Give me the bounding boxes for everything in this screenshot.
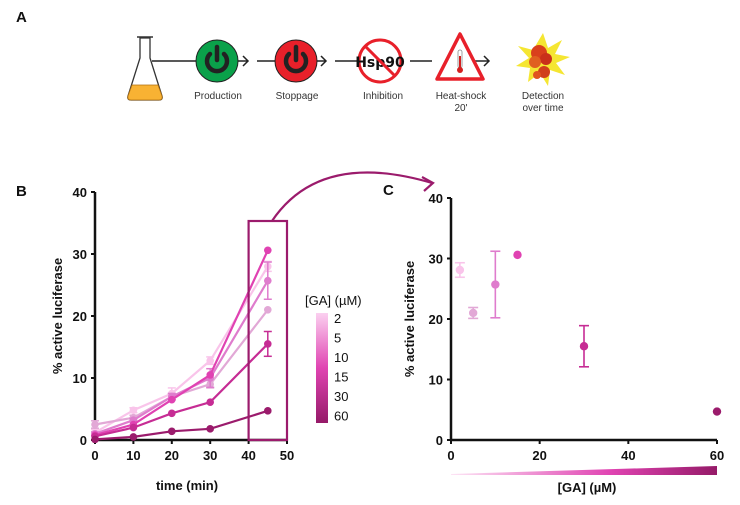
chart-c: 0 10 20 30 40 0 20 40 60 [GA] (µM) % active lucife…	[402, 191, 724, 495]
data-point-10	[264, 276, 272, 285]
panel-label-c: C	[383, 182, 394, 199]
step-label-inhibition: Inhibition	[363, 91, 403, 102]
hsp90-prohibited-icon: Hsp90	[355, 38, 405, 84]
x-tick-label: 40	[241, 448, 255, 463]
flask-icon	[127, 36, 163, 101]
power-red-icon	[274, 39, 318, 83]
legend-label-2: 2	[334, 311, 341, 326]
x-tick-label: 0	[91, 448, 98, 463]
y-tick-label: 10	[429, 373, 443, 388]
step-label-heat-shock-duration: 20'	[454, 103, 467, 114]
x-tick-label: 20	[532, 448, 546, 463]
legend-color-bar	[316, 313, 328, 423]
y-tick-label: 20	[73, 309, 87, 324]
x-tick-label: 0	[447, 448, 454, 463]
workflow-diagram: Hsp90 Production Stoppage Inhibition Hea…	[127, 32, 570, 114]
data-point-15	[168, 395, 176, 404]
data-point-30	[168, 409, 176, 418]
step-label-detection: Detection	[522, 91, 564, 102]
step-label-heat-shock: Heat-shock	[436, 91, 488, 102]
legend-label-5: 5	[334, 331, 341, 346]
x-tick-label: 20	[165, 448, 179, 463]
series-line-2	[94, 265, 269, 434]
data-point-2	[455, 265, 465, 275]
x-tick-label: 10	[126, 448, 140, 463]
y-tick-label: 0	[80, 433, 87, 448]
zoom-connector-arrow	[271, 171, 435, 222]
thermometer-warning-icon	[435, 32, 485, 81]
x-axis-label: [GA] (µM)	[558, 480, 617, 495]
x-tick-label: 60	[710, 448, 724, 463]
legend-label-15: 15	[334, 370, 348, 385]
data-point-15	[513, 250, 522, 260]
data-point-30	[129, 423, 138, 432]
y-axis-label: % active luciferase	[50, 258, 65, 374]
data-point-60	[206, 425, 214, 433]
data-point-30	[206, 398, 214, 406]
data-point-5	[264, 306, 272, 314]
y-tick-label: 30	[429, 252, 443, 267]
data-point-60	[129, 433, 138, 441]
y-tick-label: 10	[73, 371, 87, 386]
legend-label-60: 60	[334, 409, 348, 424]
step-label-production: Production	[194, 91, 242, 102]
x-tick-label: 30	[203, 448, 217, 463]
data-point-60	[168, 427, 176, 436]
data-point-10	[491, 280, 500, 289]
data-point-60	[264, 407, 272, 415]
data-point-30	[579, 342, 589, 351]
y-tick-label: 30	[73, 247, 87, 262]
y-axis-label: % active luciferase	[402, 261, 417, 377]
concentration-gradient-wedge	[451, 466, 717, 475]
y-tick-label: 20	[429, 312, 443, 327]
highlight-box	[247, 219, 289, 442]
x-axis-label: time (min)	[156, 478, 218, 493]
panel-label-a: A	[16, 9, 27, 26]
data-point-60	[712, 407, 722, 416]
data-point-2	[206, 356, 214, 365]
data-point-60	[91, 435, 99, 444]
data-point-15	[264, 246, 272, 255]
legend-label-10: 10	[334, 350, 348, 365]
chart-b: 0 10 20 30 40 0 10 20 30 40 50 time (min) % active l…	[50, 185, 362, 493]
x-tick-label: 40	[621, 448, 635, 463]
aggregate-burst-icon	[516, 33, 570, 86]
x-tick-label: 50	[280, 448, 294, 463]
data-point-30	[264, 340, 272, 348]
series-line-5	[94, 309, 269, 426]
data-point-5	[468, 308, 478, 318]
data-point-2	[129, 406, 138, 415]
power-green-icon	[195, 39, 239, 83]
y-tick-label: 0	[436, 433, 443, 448]
step-label-detection-2: over time	[522, 103, 564, 114]
panel-label-b: B	[16, 183, 27, 200]
y-tick-label: 40	[73, 185, 87, 200]
y-tick-label: 40	[429, 191, 443, 206]
step-label-stoppage: Stoppage	[276, 91, 319, 102]
data-point-5	[91, 420, 99, 429]
legend-label-30: 30	[334, 389, 348, 404]
series-line-30	[94, 343, 269, 438]
legend-title: [GA] (µM)	[305, 293, 362, 308]
data-point-15	[206, 371, 214, 379]
